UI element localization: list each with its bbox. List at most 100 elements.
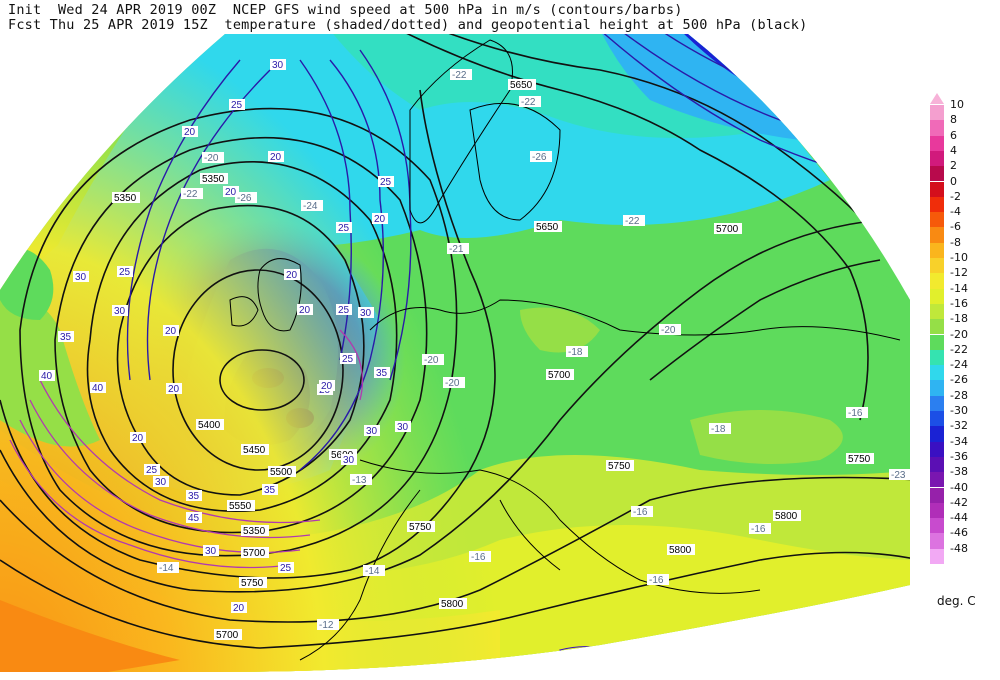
legend-entry: -38	[925, 465, 1000, 488]
legend-entry: -40	[925, 481, 1000, 503]
temperature-label: -24	[303, 201, 318, 212]
legend-entry: 2	[925, 159, 1000, 182]
legend-entry: -6	[925, 220, 1000, 243]
wind-speed-label: 30	[366, 426, 378, 437]
legend-entry: -46	[925, 526, 1000, 549]
temperature-label: -26	[532, 152, 547, 163]
wind-speed-label-bg	[144, 464, 160, 475]
temperature-label: -22	[452, 70, 467, 81]
map-labels: 5650 5650 5700 5350 5350 5400 5450 5500 5550 5350…	[39, 59, 911, 641]
wind-speed-label: 25	[380, 177, 392, 188]
wind-speed-label-bg	[297, 304, 313, 315]
temperature-label-bg	[749, 523, 771, 534]
legend-entry: 10	[925, 98, 1000, 121]
height-label: 5700	[548, 370, 571, 381]
legend-swatch	[930, 487, 944, 503]
wind-speed-label-bg	[374, 367, 390, 378]
height-label-bg	[268, 466, 296, 477]
wind-speed-label: 20	[132, 433, 144, 444]
legend-label: 6	[950, 128, 957, 142]
height-label: 5700	[243, 548, 266, 559]
legend-swatch	[930, 365, 944, 381]
temperature-label-bg	[443, 377, 465, 388]
wind-speed-label-bg	[336, 304, 352, 315]
temperature-label-bg	[350, 474, 372, 485]
legend-swatch	[930, 395, 944, 411]
legend-label: -28	[950, 388, 968, 402]
wind-speed-label-bg	[284, 269, 300, 280]
wind-speed-label-bg	[268, 151, 284, 162]
wind-speed-label-bg	[319, 380, 335, 391]
height-label: 5450	[243, 445, 266, 456]
legend-label: -2	[950, 189, 961, 203]
temperature-label: -26	[237, 193, 252, 204]
wind-speed-label: 20	[286, 270, 298, 281]
wind-speed-label: 35	[60, 332, 72, 343]
wind-speed-label: 25	[119, 267, 131, 278]
temperature-label: -16	[471, 552, 486, 563]
wind-speed-label: 35	[188, 491, 200, 502]
legend-entry: 8	[925, 113, 1000, 136]
wind-speed-label-bg	[182, 126, 198, 137]
legend-entry: -32	[925, 419, 1000, 442]
wind-speed-label: 20	[168, 384, 180, 395]
legend-label: 0	[950, 174, 957, 188]
legend-label: -30	[950, 404, 968, 417]
height-label-bg	[239, 577, 267, 588]
height-label-bg	[241, 547, 269, 558]
legend-label: -40	[950, 480, 968, 494]
wind-speed-label: 25	[231, 100, 243, 111]
height-label-bg	[546, 369, 574, 380]
wind-speed-label: 20	[165, 326, 177, 337]
legend-label: -38	[950, 465, 968, 479]
legend-entry: -28	[925, 389, 1000, 411]
height-label-bg	[773, 510, 801, 521]
height-label: 5700	[216, 630, 239, 641]
temperature-label: -16	[649, 575, 664, 586]
legend-label: -16	[950, 296, 968, 310]
height-label-bg	[241, 444, 269, 455]
height-label-bg	[508, 79, 536, 90]
legend-swatch	[930, 150, 944, 167]
legend-swatch	[930, 441, 944, 457]
legend-swatch	[930, 258, 944, 274]
wind-speed-label: 45	[188, 513, 200, 524]
wind-speed-label-bg	[340, 353, 356, 364]
legend-entry: -30	[925, 404, 1000, 427]
legend-swatch	[930, 502, 944, 519]
temperature-label-bg	[647, 574, 669, 585]
legend-label: -12	[950, 266, 968, 280]
temperature-label: -20	[424, 355, 439, 366]
legend-swatch	[930, 518, 944, 534]
height-label-bg	[196, 419, 224, 430]
wind-speed-label-bg	[372, 213, 388, 224]
temperature-label: -18	[711, 424, 726, 435]
height-label-bg	[439, 598, 467, 609]
wind-speed-label: 30	[75, 272, 87, 283]
legend-swatch	[930, 242, 944, 258]
legend-swatch	[930, 288, 944, 304]
height-label: 5750	[409, 522, 432, 533]
temperature-label-bg	[181, 188, 203, 199]
height-label: 5550	[229, 501, 252, 512]
legend-entry: 6	[925, 129, 1000, 151]
height-label-bg	[714, 223, 742, 234]
legend-entry: -44	[925, 511, 1000, 534]
wind-speed-label-bg	[117, 266, 133, 277]
legend-label: -42	[950, 495, 968, 509]
temperature-label: -21	[449, 244, 464, 255]
legend-swatch	[930, 380, 944, 396]
wind-speed-label-bg	[90, 382, 106, 393]
height-label: 5750	[608, 461, 631, 472]
temperature-label-bg	[631, 506, 653, 517]
wind-speed-label: 25	[280, 563, 292, 574]
temperature-label: -16	[633, 507, 648, 518]
wind-speed-label-bg	[186, 512, 202, 523]
wind-speed-label: 25	[338, 223, 350, 234]
legend-swatch	[930, 334, 944, 350]
wind-speed-label-bg	[58, 331, 74, 342]
temperature-label: -20	[661, 325, 676, 336]
legend-label: -8	[950, 235, 961, 249]
legend-label: -44	[950, 511, 968, 525]
wind-speed-label: 40	[41, 371, 53, 382]
